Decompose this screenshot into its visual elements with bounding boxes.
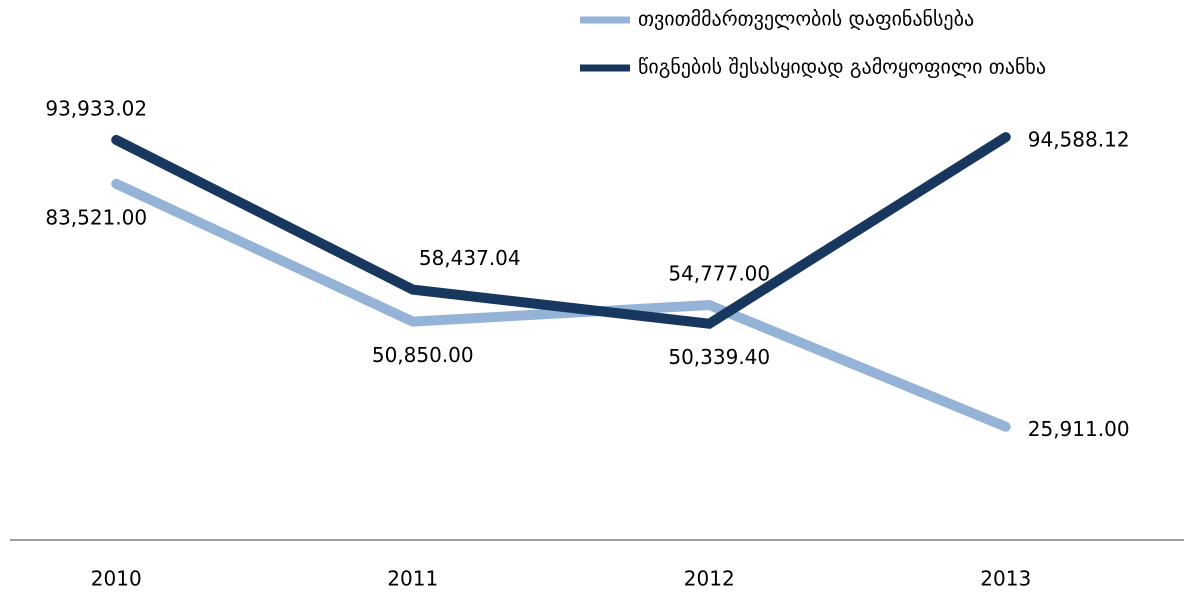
- data-label: 50,339.40: [668, 345, 770, 369]
- x-tick-label: 2011: [387, 567, 438, 591]
- series-line: [111, 178, 1011, 432]
- data-label: 25,911.00: [1028, 417, 1130, 441]
- x-tick-label: 2010: [91, 567, 142, 591]
- data-label: 58,437.04: [419, 246, 521, 270]
- data-label: 54,777.00: [668, 262, 770, 286]
- x-tick-label: 2012: [684, 567, 735, 591]
- legend-label: თვითმმართველობის დაფინანსება: [638, 7, 974, 31]
- data-label: 83,521.00: [45, 205, 147, 229]
- data-label: 93,933.02: [45, 96, 147, 120]
- x-tick-label: 2013: [980, 567, 1031, 591]
- data-label: 94,588.12: [1028, 128, 1130, 152]
- series-line: [111, 132, 1011, 329]
- data-label: 50,850.00: [372, 343, 474, 367]
- legend-label: წიგნების შესასყიდად გამოყოფილი თანხა: [638, 55, 1046, 79]
